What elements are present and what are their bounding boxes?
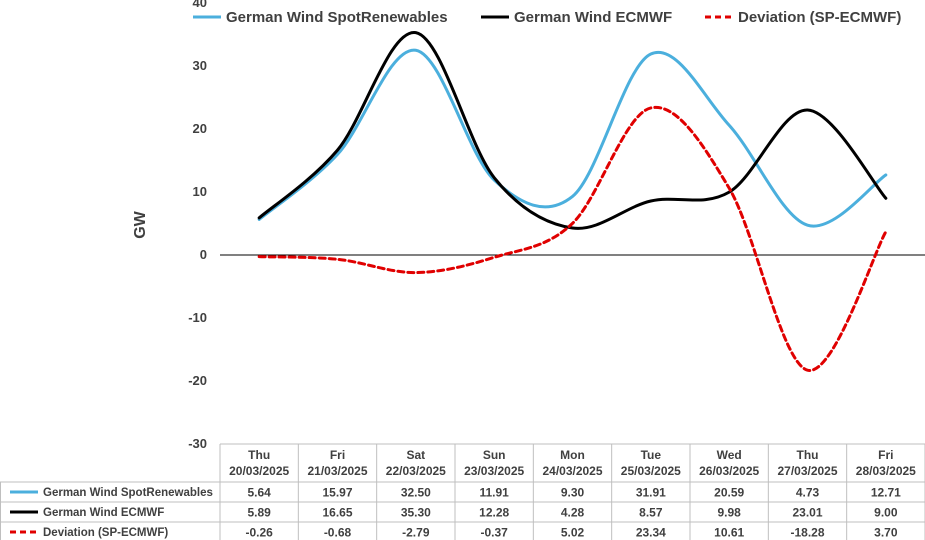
series-deviation-point (728, 187, 730, 189)
series-spotrenewables-point (415, 49, 417, 51)
legend-label: Deviation (SP-ECMWF) (738, 9, 901, 26)
x-tick-day: Mon (560, 448, 585, 462)
y-tick-label: 0 (200, 247, 207, 262)
x-tick-day: Thu (248, 448, 270, 462)
data-label: 32.50 (401, 486, 431, 500)
y-tick-label: -30 (188, 436, 207, 451)
series-deviation-point (336, 258, 338, 260)
x-tick-day: Sat (406, 448, 425, 462)
y-tick-label: -20 (188, 373, 207, 388)
series-deviation-point (258, 255, 260, 257)
x-tick-date: 22/03/2025 (386, 464, 446, 478)
series-spotrenewables-point (806, 224, 808, 226)
data-label: 9.30 (561, 486, 585, 500)
y-tick-label: 10 (193, 184, 207, 199)
y-tick-label: 30 (193, 58, 207, 73)
data-label: 12.71 (871, 486, 901, 500)
series-deviation-point (650, 107, 652, 109)
x-tick-date: 21/03/2025 (307, 464, 367, 478)
series-ecmwf-point (336, 149, 338, 151)
series-spotrenewables-point (728, 124, 730, 126)
legend-label: German Wind SpotRenewables (226, 9, 448, 26)
series-spotrenewables-point (650, 53, 652, 55)
x-tick-date: 28/03/2025 (856, 464, 916, 478)
data-label: 9.00 (874, 506, 898, 520)
x-tick-date: 27/03/2025 (777, 464, 837, 478)
series-ecmwf-point (806, 109, 808, 111)
data-label: 31.91 (636, 486, 666, 500)
legend-label: German Wind ECMWF (514, 9, 672, 26)
series-deviation-point (806, 369, 808, 371)
data-label: 11.91 (479, 486, 509, 500)
y-axis-label: GW (132, 210, 149, 238)
y-tick-label: -10 (188, 310, 207, 325)
series-deviation-point (885, 230, 887, 232)
series-deviation-line (257, 105, 888, 372)
data-label: -0.68 (324, 526, 352, 540)
series-ecmwf-point (650, 200, 652, 202)
table-series-name: Deviation (SP-ECMWF) (43, 527, 168, 539)
series-spotrenewables-point (885, 174, 887, 176)
data-label: -2.79 (402, 526, 430, 540)
data-label: 23.34 (636, 526, 666, 540)
x-tick-day: Tue (641, 448, 662, 462)
table-series-name: German Wind SpotRenewables (43, 487, 213, 499)
series-spotrenewables-point (336, 153, 338, 155)
data-label: 3.70 (874, 526, 898, 540)
data-label: 4.73 (796, 486, 820, 500)
data-label: 15.97 (322, 486, 352, 500)
data-label: 20.59 (714, 486, 744, 500)
data-label: -18.28 (790, 526, 824, 540)
data-label: 5.89 (247, 506, 271, 520)
data-label: 12.28 (479, 506, 509, 520)
data-label: -0.37 (480, 526, 508, 540)
series-spotrenewables-line (257, 48, 888, 228)
data-label: -0.26 (245, 526, 273, 540)
series-deviation-point (493, 256, 495, 258)
series-ecmwf-point (415, 31, 417, 33)
series-ecmwf-point (493, 176, 495, 178)
x-tick-day: Fri (878, 448, 893, 462)
x-tick-date: 26/03/2025 (699, 464, 759, 478)
x-tick-date: 23/03/2025 (464, 464, 524, 478)
series-ecmwf-point (571, 227, 573, 229)
data-label: 8.57 (639, 506, 663, 520)
data-label: 23.01 (792, 506, 822, 520)
series-deviation-point (571, 222, 573, 224)
y-tick-label: 40 (193, 0, 207, 10)
data-label: 4.28 (561, 506, 585, 520)
series-deviation-point (415, 271, 417, 273)
data-label: 5.64 (247, 486, 271, 500)
series-ecmwf-point (258, 217, 260, 219)
data-label: 35.30 (401, 506, 431, 520)
series-ecmwf-point (885, 197, 887, 199)
data-label: 5.02 (561, 526, 585, 540)
x-tick-date: 24/03/2025 (542, 464, 602, 478)
x-tick-day: Sun (483, 448, 506, 462)
x-tick-day: Thu (797, 448, 819, 462)
y-tick-label: 20 (193, 121, 207, 136)
series-spotrenewables-point (571, 195, 573, 197)
data-label: 9.98 (717, 506, 741, 520)
x-tick-day: Fri (330, 448, 345, 462)
table-series-name: German Wind ECMWF (43, 507, 164, 519)
x-tick-day: Wed (717, 448, 742, 462)
x-tick-date: 25/03/2025 (621, 464, 681, 478)
series-ecmwf-line (257, 31, 888, 230)
data-label: 10.61 (714, 526, 744, 540)
x-tick-date: 20/03/2025 (229, 464, 289, 478)
data-label: 16.65 (322, 506, 352, 520)
